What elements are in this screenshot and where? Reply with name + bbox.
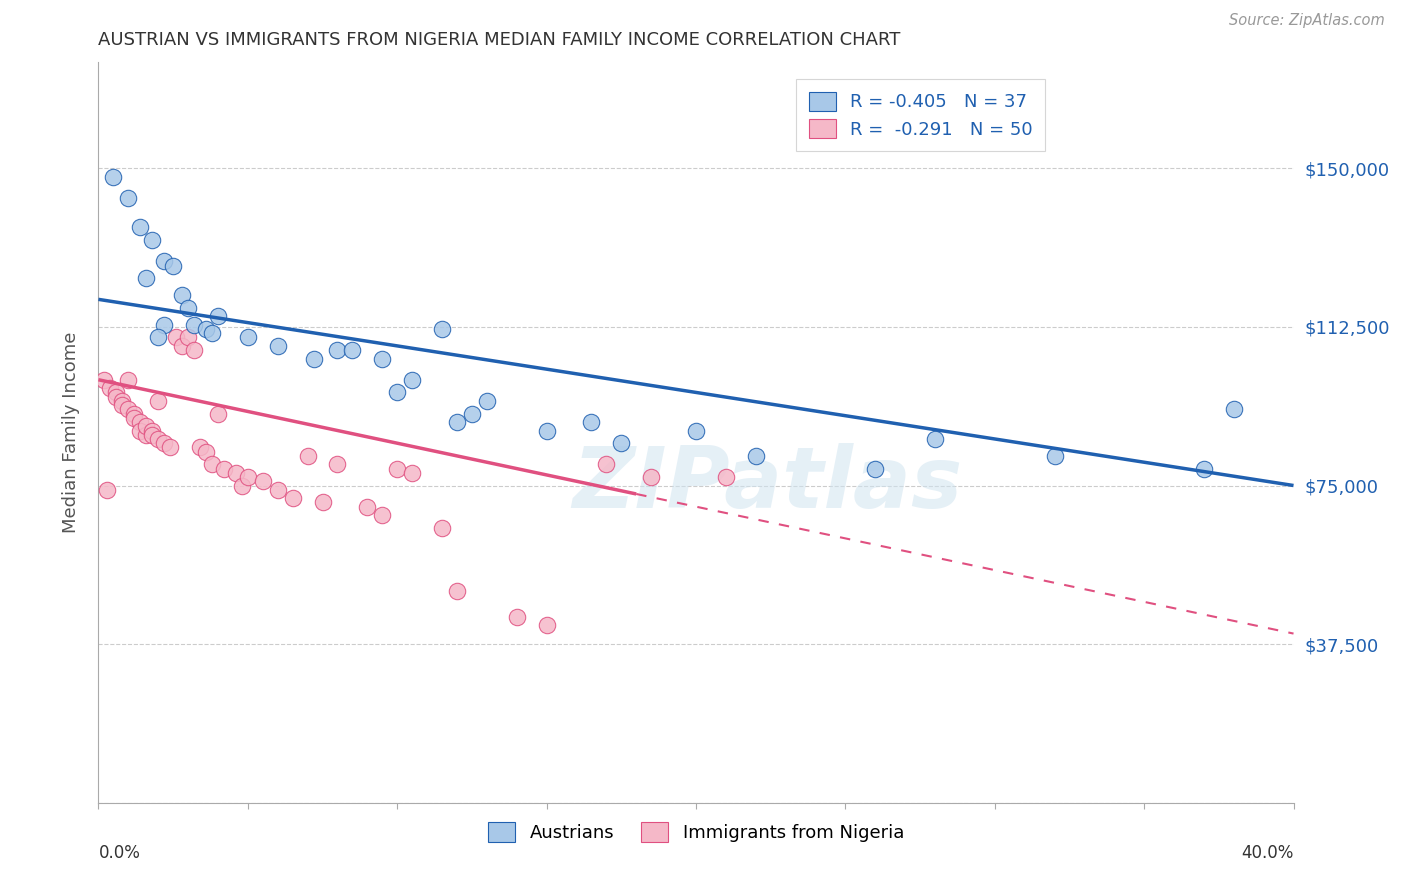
Point — [1043, 449, 1066, 463]
Point — [162, 259, 184, 273]
Point — [714, 470, 737, 484]
Y-axis label: Median Family Income: Median Family Income — [62, 332, 80, 533]
Point — [117, 191, 139, 205]
Point — [172, 339, 194, 353]
Point — [141, 427, 163, 442]
Point — [581, 415, 603, 429]
Point — [201, 458, 224, 472]
Point — [177, 330, 200, 344]
Text: 0.0%: 0.0% — [98, 844, 141, 862]
Point — [141, 424, 163, 438]
Point — [865, 461, 887, 475]
Point — [342, 343, 364, 358]
Point — [536, 424, 558, 438]
Point — [159, 441, 181, 455]
Text: AUSTRIAN VS IMMIGRANTS FROM NIGERIA MEDIAN FAMILY INCOME CORRELATION CHART: AUSTRIAN VS IMMIGRANTS FROM NIGERIA MEDI… — [98, 31, 901, 49]
Point — [267, 339, 290, 353]
Point — [212, 461, 235, 475]
Point — [225, 466, 247, 480]
Point — [195, 444, 218, 458]
Point — [446, 415, 468, 429]
Point — [385, 461, 409, 475]
Point — [96, 483, 118, 497]
Point — [207, 310, 229, 324]
Point — [111, 393, 134, 408]
Point — [129, 220, 152, 235]
Point — [302, 351, 325, 366]
Point — [924, 432, 946, 446]
Point — [536, 618, 558, 632]
Point — [183, 343, 205, 358]
Point — [124, 407, 146, 421]
Point — [165, 330, 187, 344]
Point — [188, 441, 211, 455]
Point — [98, 381, 122, 395]
Text: Source: ZipAtlas.com: Source: ZipAtlas.com — [1229, 13, 1385, 29]
Point — [745, 449, 768, 463]
Point — [135, 271, 157, 285]
Point — [252, 475, 274, 489]
Point — [135, 419, 157, 434]
Point — [236, 330, 259, 344]
Point — [172, 288, 194, 302]
Text: 40.0%: 40.0% — [1241, 844, 1294, 862]
Legend: Austrians, Immigrants from Nigeria: Austrians, Immigrants from Nigeria — [481, 815, 911, 849]
Point — [326, 343, 349, 358]
Point — [231, 478, 253, 492]
Point — [207, 407, 229, 421]
Point — [371, 351, 394, 366]
Point — [236, 470, 259, 484]
Point — [595, 458, 617, 472]
Point — [281, 491, 304, 506]
Point — [153, 254, 176, 268]
Point — [356, 500, 378, 514]
Point — [195, 322, 218, 336]
Point — [201, 326, 224, 341]
Point — [135, 427, 157, 442]
Point — [475, 393, 498, 408]
Point — [153, 436, 176, 450]
Point — [183, 318, 205, 332]
Point — [610, 436, 633, 450]
Point — [430, 322, 453, 336]
Point — [105, 390, 128, 404]
Point — [430, 521, 453, 535]
Point — [371, 508, 394, 522]
Point — [129, 424, 152, 438]
Point — [326, 458, 349, 472]
Text: ZIPatlas: ZIPatlas — [572, 443, 963, 526]
Point — [148, 432, 170, 446]
Point — [640, 470, 662, 484]
Point — [124, 410, 146, 425]
Point — [297, 449, 319, 463]
Point — [461, 407, 484, 421]
Point — [1223, 402, 1246, 417]
Point — [148, 393, 170, 408]
Point — [267, 483, 290, 497]
Point — [105, 385, 128, 400]
Point — [311, 495, 333, 509]
Point — [685, 424, 707, 438]
Point — [93, 373, 115, 387]
Point — [117, 373, 139, 387]
Point — [148, 330, 170, 344]
Point — [111, 398, 134, 412]
Point — [153, 318, 176, 332]
Point — [401, 466, 423, 480]
Point — [129, 415, 152, 429]
Point — [1192, 461, 1215, 475]
Point — [177, 301, 200, 315]
Point — [506, 609, 529, 624]
Point — [446, 584, 468, 599]
Point — [103, 169, 125, 184]
Point — [141, 233, 163, 247]
Point — [385, 385, 409, 400]
Point — [117, 402, 139, 417]
Point — [401, 373, 423, 387]
